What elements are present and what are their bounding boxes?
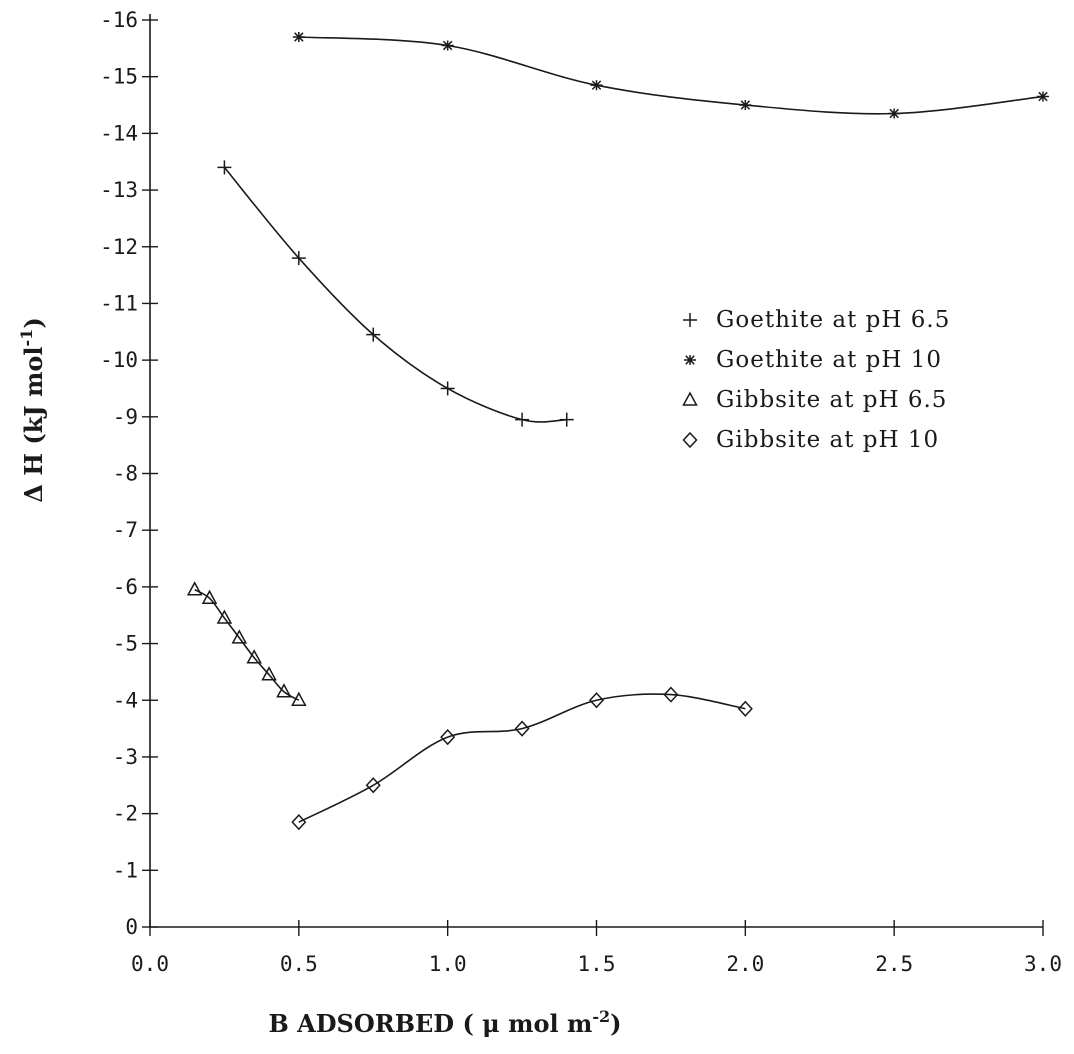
y-tick-label: -10	[100, 348, 138, 372]
x-ticks: 0.0 0.5 1.0 1.5 2.0 2.5 3.0	[131, 920, 1062, 976]
y-tick-label: -4	[113, 688, 138, 712]
data-point-triangle	[291, 691, 307, 706]
data-point-diamond	[291, 814, 307, 831]
data-point-diamond	[514, 720, 530, 737]
series-markers	[186, 32, 1049, 831]
y-axis-title: Δ H (kJ mol-1)	[17, 317, 48, 502]
y-tick-label: -14	[100, 121, 138, 145]
x-tick-label: 2.0	[726, 952, 764, 976]
data-point-diamond	[588, 692, 605, 709]
y-tick-label: -12	[100, 235, 138, 259]
series-line-4	[298, 693, 746, 823]
data-point-diamond	[663, 686, 679, 703]
x-tick-label: 3.0	[1024, 952, 1062, 976]
data-point-plus	[515, 412, 530, 427]
y-tick-label: -13	[100, 178, 138, 202]
x-tick-label: 1.0	[429, 952, 467, 976]
data-point-diamond	[440, 728, 456, 746]
data-point-triangle	[276, 683, 292, 698]
data-point-asterisk	[739, 100, 752, 111]
data-point-asterisk	[888, 108, 901, 119]
legend-marker-plus	[683, 313, 697, 327]
data-point-plus	[559, 412, 574, 427]
data-point-plus	[366, 327, 381, 342]
series-line-1	[223, 166, 567, 423]
y-tick-label: -11	[100, 291, 138, 315]
y-tick-label: -1	[113, 858, 138, 882]
data-point-asterisk	[590, 80, 603, 91]
y-tick-label: -3	[113, 745, 138, 769]
y-tick-label: 0	[125, 915, 138, 939]
data-point-diamond	[365, 777, 381, 794]
x-axis-title: B ADSORBED ( μ mol m-2)	[268, 1007, 621, 1038]
legend-marker-diamond	[682, 431, 698, 449]
data-point-triangle	[261, 666, 277, 681]
y-tick-label: -6	[113, 575, 138, 599]
y-tick-label: -5	[113, 632, 138, 656]
data-point-triangle	[231, 629, 248, 644]
data-point-asterisk	[292, 32, 305, 43]
legend-marker-asterisk	[684, 355, 696, 365]
data-point-diamond	[737, 700, 753, 717]
x-tick-label: 0.5	[280, 952, 318, 976]
data-point-asterisk	[1037, 91, 1049, 102]
y-tick-label: -9	[113, 405, 138, 429]
y-ticks: 0 -1 -2 -3 -4 -5 -6 -7 -8 -9 -10 -11 -12 -13 -14 -15 -16	[100, 8, 158, 939]
data-point-triangle	[201, 589, 218, 604]
legend-entry-label: Gibbsite at pH 10	[716, 427, 939, 453]
y-tick-label: -8	[113, 462, 138, 486]
x-tick-label: 0.0	[131, 952, 169, 976]
data-point-triangle	[186, 581, 203, 596]
legend-entry-label: Goethite at pH 10	[716, 347, 942, 373]
x-tick-label: 2.5	[875, 952, 913, 976]
data-point-plus	[291, 251, 306, 266]
data-point-plus	[440, 381, 455, 396]
y-tick-label: -16	[100, 8, 138, 32]
series-line-2	[298, 36, 1044, 115]
x-tick-label: 1.5	[578, 952, 616, 976]
y-tick-label: -2	[113, 802, 138, 826]
data-point-triangle	[246, 649, 262, 664]
legend-marker-triangle	[682, 391, 698, 406]
data-point-triangle	[216, 609, 233, 624]
legend-entry-label: Gibbsite at pH 6.5	[716, 387, 947, 413]
legend: Goethite at pH 6.5 Goethite at pH 10 Gibbs…	[682, 307, 950, 453]
series-line-3	[194, 588, 300, 701]
y-tick-label: -15	[100, 65, 138, 89]
axes	[149, 14, 1043, 928]
data-point-plus	[217, 160, 232, 175]
y-tick-label: -7	[113, 518, 138, 542]
legend-entry-label: Goethite at pH 6.5	[716, 307, 950, 333]
data-point-asterisk	[441, 40, 454, 51]
